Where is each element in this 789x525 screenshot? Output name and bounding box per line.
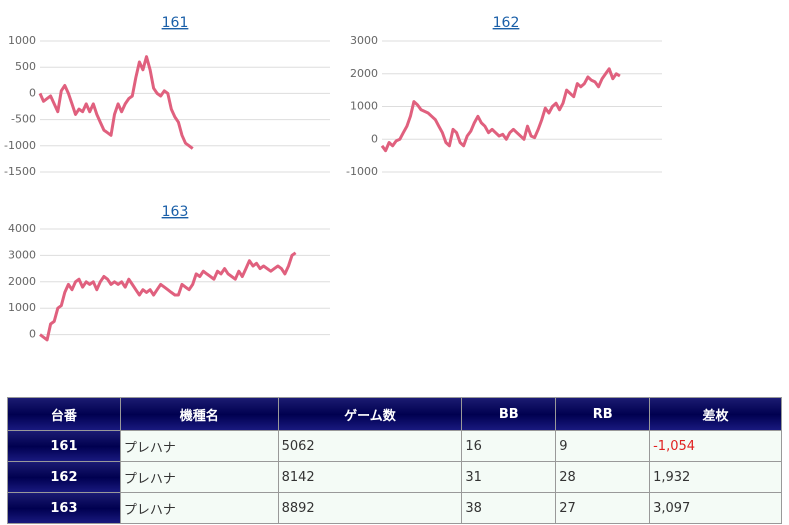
data-line <box>38 55 194 150</box>
header-cell: BB <box>461 397 557 431</box>
table-cell: 1,932 <box>649 461 782 493</box>
y-tick-label: 2000 <box>350 67 378 80</box>
table-cell: 28 <box>555 461 651 493</box>
unit-number: 162 <box>7 461 121 493</box>
header-cell: 機種名 <box>119 397 279 431</box>
y-tick-label: 1000 <box>8 34 36 47</box>
header-cell: 差枚 <box>649 397 782 431</box>
y-tick-label: 0 <box>29 328 36 341</box>
chart-title[interactable]: 161 <box>162 15 189 31</box>
table-cell: 8892 <box>277 492 463 524</box>
y-tick-label: 500 <box>15 60 36 73</box>
y-tick-label: 1000 <box>350 100 378 113</box>
y-tick-label: 4000 <box>8 222 36 235</box>
y-tick-label: -1000 <box>4 139 36 152</box>
table-cell: プレハナ <box>119 430 279 462</box>
table-cell: プレハナ <box>119 461 279 493</box>
header-row: 台番 機種名 ゲーム数 BB RB 差枚 <box>7 397 782 431</box>
y-tick-label: 0 <box>29 86 36 99</box>
charts: 161 1000 500 0 -500 -1000 -1500 162 3000 2000 1000… <box>4 15 662 342</box>
chart-title[interactable]: 162 <box>493 15 520 31</box>
table-cell: 27 <box>555 492 651 524</box>
table-cell: 5062 <box>277 430 463 462</box>
table-cell: 38 <box>461 492 557 524</box>
y-tick-label: 2000 <box>8 275 36 288</box>
y-tick-label: 3000 <box>8 248 36 261</box>
table-cell: プレハナ <box>119 492 279 524</box>
y-tick-label: -1000 <box>346 165 378 178</box>
chart-title[interactable]: 163 <box>162 204 189 220</box>
table-row: 163 プレハナ 8892 38 27 3,097 <box>7 492 782 524</box>
y-tick-label: 3000 <box>350 34 378 47</box>
header-cell: 台番 <box>7 397 121 431</box>
table-row: 162 プレハナ 8142 31 28 1,932 <box>7 461 782 493</box>
table-cell: 8142 <box>277 461 463 493</box>
y-tick-label: 0 <box>371 132 378 145</box>
data-line <box>39 251 297 342</box>
table-cell: -1,054 <box>649 430 782 462</box>
data-line <box>380 67 621 153</box>
y-tick-label: 1000 <box>8 301 36 314</box>
table-cell: 16 <box>461 430 557 462</box>
header-cell: RB <box>555 397 651 431</box>
data-table: 台番 機種名 ゲーム数 BB RB 差枚 161 プレハナ 5062 16 9 -1,054 162 プ… <box>7 397 782 524</box>
table-cell: 9 <box>555 430 651 462</box>
header-cell: ゲーム数 <box>277 397 463 431</box>
table-cell: 31 <box>461 461 557 493</box>
table-row: 161 プレハナ 5062 16 9 -1,054 <box>7 430 782 462</box>
unit-number: 163 <box>7 492 121 524</box>
y-tick-label: -500 <box>11 113 36 126</box>
y-tick-label: -1500 <box>4 165 36 178</box>
unit-number: 161 <box>7 430 121 462</box>
table-cell: 3,097 <box>649 492 782 524</box>
